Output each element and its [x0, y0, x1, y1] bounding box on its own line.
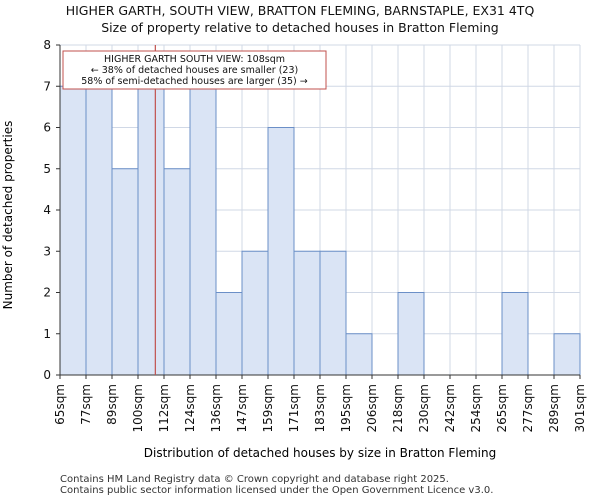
histogram-bar: [111, 168, 139, 376]
x-tick-label: 230sqm: [417, 384, 431, 432]
x-axis-label: Distribution of detached houses by size …: [144, 446, 496, 460]
annotation-line-3: 58% of semi-detached houses are larger (…: [81, 76, 308, 87]
y-axis-label: Number of detached properties: [1, 121, 15, 310]
annotation-box: [62, 50, 327, 90]
histogram-bar: [501, 292, 529, 376]
footer: Contains HM Land Registry data © Crown c…: [60, 474, 493, 496]
y-tick-label: 2: [43, 286, 51, 300]
x-tick-label: 65sqm: [53, 384, 67, 425]
y-tick-label: 5: [43, 162, 51, 176]
histogram-bar: [397, 292, 425, 376]
annotation-line-1: HIGHER GARTH SOUTH VIEW: 108sqm: [104, 54, 285, 65]
x-tick-label: 206sqm: [365, 384, 379, 432]
histogram-bar: [59, 85, 87, 376]
histogram-bar: [189, 85, 217, 376]
chart-title: HIGHER GARTH, SOUTH VIEW, BRATTON FLEMIN…: [0, 2, 600, 36]
x-tick-label: 277sqm: [521, 384, 535, 432]
x-tick-label: 112sqm: [157, 384, 171, 432]
histogram-bar: [553, 333, 581, 376]
x-tick-label: 136sqm: [209, 384, 223, 432]
histogram-chart: 0 1 2 3 4 5 6 7 8 65sqm 77sqm 89sqm 100sqm 112sqm 124s…: [1, 38, 587, 460]
y-tick-label: 4: [43, 203, 51, 217]
x-tick-label: 195sqm: [339, 384, 353, 432]
y-tick-label: 3: [43, 244, 51, 258]
footer-line-1: Contains HM Land Registry data © Crown c…: [60, 474, 449, 485]
histogram-bar: [215, 292, 243, 376]
x-tick-label: 159sqm: [261, 384, 275, 432]
histogram-bar: [293, 250, 321, 376]
marker-layer: HIGHER GARTH SOUTH VIEW: 108sqm← 38% of …: [62, 45, 327, 375]
histogram-bar: [163, 168, 191, 376]
y-tick-label: 7: [43, 79, 51, 93]
y-tick-label: 8: [43, 38, 51, 52]
histogram-bar: [85, 85, 113, 376]
x-tick-label: 218sqm: [391, 384, 405, 432]
x-tick-label: 147sqm: [235, 384, 249, 432]
x-tick-label: 183sqm: [313, 384, 327, 432]
annotation-line-2: ← 38% of detached houses are smaller (23…: [91, 65, 298, 76]
y-tick-label: 0: [43, 368, 51, 382]
histogram-bar: [241, 250, 269, 376]
x-tick-label: 77sqm: [79, 384, 93, 425]
histogram-bar: [319, 250, 347, 376]
y-tick-label: 1: [43, 327, 51, 341]
histogram-bar: [137, 85, 165, 376]
x-tick-label: 100sqm: [131, 384, 145, 432]
x-tick-label: 254sqm: [469, 384, 483, 432]
x-tick-label: 242sqm: [443, 384, 457, 432]
x-tick-label: 89sqm: [105, 384, 119, 425]
x-tick-label: 265sqm: [495, 384, 509, 432]
title-line-1: HIGHER GARTH, SOUTH VIEW, BRATTON FLEMIN…: [65, 3, 535, 18]
title-line-2: Size of property relative to detached ho…: [101, 20, 499, 35]
axis-layer: 0 1 2 3 4 5 6 7 8 65sqm 77sqm 89sqm 100sqm 112sqm 124s…: [43, 38, 587, 432]
x-tick-label: 289sqm: [547, 384, 561, 432]
histogram-bar: [267, 127, 295, 376]
footer-line-2: Contains public sector information licen…: [60, 485, 494, 496]
y-tick-label: 6: [43, 121, 51, 135]
x-tick-label: 301sqm: [573, 384, 587, 432]
x-tick-label: 171sqm: [287, 384, 301, 432]
bars-layer: [59, 85, 581, 376]
x-tick-label: 124sqm: [183, 384, 197, 432]
histogram-bar: [345, 333, 373, 376]
